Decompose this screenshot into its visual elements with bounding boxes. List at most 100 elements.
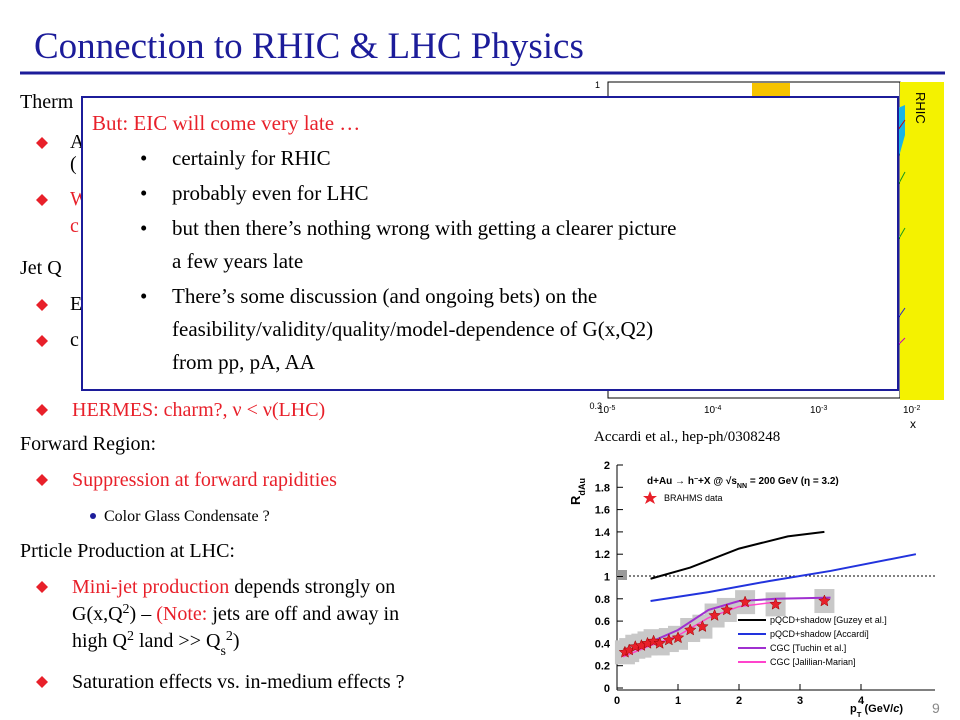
curve (897, 227, 906, 241)
bullet-marker (36, 299, 48, 311)
band-label: RHIC (913, 92, 928, 124)
bullet-text: Saturation effects vs. in-medium effects… (72, 671, 405, 693)
callout-text: There’s some discussion (and ongoing bet… (172, 284, 597, 308)
text-run: -2 (914, 405, 920, 412)
y-tick-label: 0.8 (595, 594, 610, 606)
region (898, 105, 905, 160)
text-run: -3 (821, 405, 827, 412)
x-tick-label: 4 (858, 695, 865, 707)
slide-title: Connection to RHIC & LHC Physics (34, 26, 584, 67)
callout-box (81, 96, 899, 391)
text-run: dAu (577, 478, 587, 496)
data-star (720, 603, 734, 616)
callout-text: a few years late (172, 249, 303, 273)
y-label: 1 (595, 80, 600, 90)
x-tick-label: 1 (675, 695, 681, 707)
text-run: 10 (810, 405, 822, 416)
data-star (671, 631, 685, 644)
text-run: NN (737, 483, 747, 490)
text-run: Mini-jet production (72, 576, 229, 598)
bullet-text: E (70, 293, 82, 315)
data-star (683, 623, 697, 636)
legend-label: BRAHMS data (664, 493, 723, 503)
data-star (662, 633, 676, 646)
bullet-text: c (70, 329, 79, 351)
bullet-dot: • (140, 216, 147, 240)
callout-text: feasibility/validity/quality/model-depen… (172, 317, 653, 341)
bullet-text: c (70, 215, 79, 237)
heading: Therm (20, 91, 74, 113)
norm-box (617, 570, 627, 580)
text-run: 10 (704, 405, 716, 416)
text-run: land >> Q (134, 630, 221, 652)
legend-label: CGC [Jalilian-Marian] (770, 657, 856, 667)
y-axis-label: RdAu (568, 478, 587, 505)
bullet-marker (36, 676, 48, 688)
data-star (818, 594, 831, 607)
x-label: 10-3 (810, 405, 827, 417)
x-tick-label: 0 (614, 695, 620, 707)
text-run: T (857, 710, 862, 719)
y-tick-label: 0.4 (595, 638, 611, 650)
sub-bullet (90, 513, 96, 519)
bullet-marker (36, 137, 48, 149)
text-run: depends strongly on (229, 576, 395, 598)
curve (897, 307, 906, 319)
text-run: 10 (903, 405, 915, 416)
callout-text: but then there’s nothing wrong with gett… (172, 216, 676, 240)
y-label: 0.3 (589, 401, 602, 411)
text-run: − (694, 476, 698, 483)
page-number: 9 (932, 700, 940, 716)
text-run: s (220, 644, 225, 659)
legend-marker (643, 491, 657, 504)
data-star (696, 620, 709, 633)
legend-label: CGC [Tuchin et al.] (770, 643, 846, 653)
bullet-marker (36, 335, 48, 347)
callout-heading: But: EIC will come very late … (92, 111, 360, 135)
sub-bullet-text: Color Glass Condensate ? (104, 508, 270, 525)
curve (897, 337, 906, 346)
y-tick-label: 0.2 (595, 661, 610, 673)
curve (897, 171, 906, 186)
bullet-marker (36, 404, 48, 416)
plot-title: d+Au → h−+X @ √sNN = 200 GeV (η = 3.2) (647, 476, 839, 490)
heading: Jet Q (20, 257, 62, 279)
y-tick-label: 0.6 (595, 616, 610, 628)
bullet-text: Suppression at forward rapidities (72, 469, 337, 491)
text-run: d+Au → h (647, 476, 694, 487)
y-tick-label: 1.8 (595, 482, 610, 494)
x-label: 10-5 (598, 405, 615, 417)
bullet-text: high Q2 land >> Qs2) (72, 629, 240, 659)
callout-text: from pp, pA, AA (172, 350, 316, 374)
data-star (653, 636, 667, 649)
text-run: G(x,Q (72, 603, 123, 625)
bottom-figure: RdAu d+Au → h−+X @ √sNN = 200 GeV (η = 3… (568, 460, 940, 719)
bullet-text: G(x,Q2) – (Note: jets are off and away i… (72, 602, 399, 626)
body: Therm A ( W c Jet Q E c HERMES: charm?, … (20, 91, 405, 693)
y-tick-label: 0 (604, 683, 610, 695)
y-tick-label: 1.4 (595, 527, 611, 539)
bullet-text: HERMES: charm?, ν < ν(LHC) (72, 399, 325, 421)
y-tick-label: 1 (604, 572, 610, 584)
text-run: c (893, 703, 899, 715)
heading: Prticle Production at LHC: (20, 540, 235, 562)
bullet-marker (36, 194, 48, 206)
text-run: 2 (127, 629, 134, 644)
text-run: +X @ √s (698, 476, 737, 487)
callout-text: probably even for LHC (172, 181, 369, 205)
callout-text: certainly for RHIC (172, 146, 331, 170)
heading: Forward Region: (20, 433, 156, 455)
legend-label: pQCD+shadow [Guzey et al.] (770, 615, 887, 625)
curve (650, 530, 825, 580)
text-run: R (568, 495, 583, 505)
text-run: p (850, 703, 857, 715)
text-run: = 200 GeV (η = 3.2) (747, 476, 839, 487)
y-tick-label: 1.2 (595, 549, 610, 561)
band (900, 82, 944, 400)
text-run: 2 (123, 602, 130, 617)
text-run: -4 (715, 405, 721, 412)
curve (650, 553, 917, 603)
y-tick-label: 2 (604, 460, 610, 472)
bullet-dot: • (140, 181, 147, 205)
